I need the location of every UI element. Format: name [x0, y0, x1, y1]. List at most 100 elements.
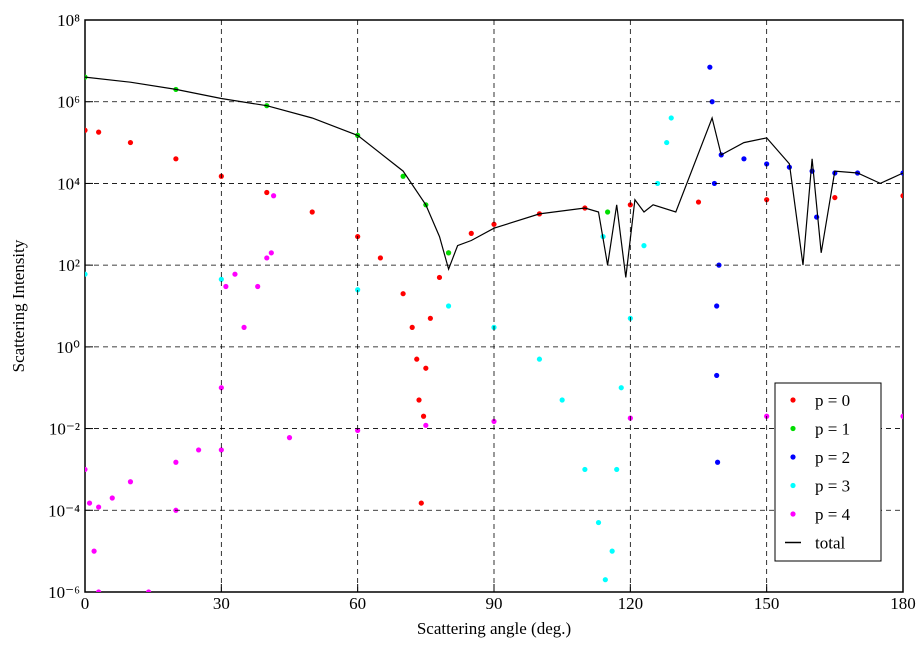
x-tick-label: 30 — [213, 594, 230, 613]
point — [709, 99, 715, 105]
point — [355, 427, 361, 434]
point — [468, 230, 474, 236]
legend-label: p = 2 — [815, 448, 850, 467]
legend-label: p = 3 — [815, 477, 850, 496]
y-tick-label: 10⁰ — [56, 338, 80, 357]
y-tick-label: 10⁴ — [57, 174, 80, 193]
point — [900, 413, 903, 419]
point — [609, 548, 615, 554]
y-tick-label: 10² — [58, 256, 80, 275]
point — [695, 199, 702, 205]
point — [400, 173, 406, 179]
x-tick-label: 180 — [890, 594, 916, 613]
point — [377, 255, 383, 261]
point — [655, 180, 661, 187]
point — [127, 139, 134, 146]
point — [707, 64, 713, 70]
point — [491, 221, 497, 227]
point — [241, 324, 247, 330]
point — [714, 303, 720, 309]
point — [741, 156, 747, 162]
point — [605, 209, 611, 215]
point — [436, 274, 443, 281]
legend-label: p = 4 — [815, 505, 851, 524]
point — [832, 194, 838, 201]
legend-box — [774, 382, 882, 562]
point — [96, 589, 102, 592]
point — [491, 418, 497, 424]
point — [714, 459, 721, 465]
legend-swatch — [790, 397, 796, 403]
point — [196, 447, 202, 453]
point — [595, 519, 602, 526]
point — [900, 193, 903, 199]
plot-area — [85, 64, 903, 592]
y-tick-label: 10⁶ — [57, 93, 80, 112]
point — [641, 243, 647, 249]
point — [445, 303, 452, 309]
point — [618, 385, 624, 391]
point — [146, 589, 152, 592]
y-tick-label: 10⁻⁴ — [48, 501, 80, 520]
x-tick-label: 150 — [754, 594, 780, 613]
legend-label: p = 0 — [815, 391, 850, 410]
point — [109, 495, 115, 501]
point — [418, 500, 424, 506]
point — [127, 479, 134, 485]
point — [614, 466, 620, 473]
y-axis-label: Scattering Intensity — [9, 239, 28, 372]
point — [416, 397, 422, 403]
point — [764, 197, 770, 203]
point — [268, 250, 274, 256]
point — [264, 189, 270, 196]
point — [255, 283, 261, 290]
legend-label: total — [815, 534, 845, 553]
point — [711, 180, 718, 187]
legend-swatch — [790, 511, 796, 517]
point — [423, 422, 429, 428]
legend-swatch — [790, 482, 796, 489]
point — [96, 129, 102, 135]
point — [309, 209, 315, 215]
total-line — [85, 76, 903, 278]
point — [270, 193, 277, 199]
point — [286, 435, 293, 441]
point — [559, 397, 565, 403]
x-tick-label: 60 — [349, 594, 366, 613]
point — [218, 447, 224, 453]
legend-swatch — [790, 454, 796, 460]
x-tick-label: 120 — [618, 594, 644, 613]
point — [764, 161, 770, 167]
point — [427, 315, 433, 321]
point — [85, 466, 88, 473]
legend-label: p = 1 — [815, 420, 850, 439]
point — [232, 271, 238, 277]
point — [664, 139, 670, 146]
x-tick-label: 0 — [81, 594, 90, 613]
point — [400, 291, 406, 297]
y-tick-label: 10⁻² — [49, 420, 80, 439]
point — [85, 271, 88, 277]
point — [355, 287, 361, 293]
point — [445, 250, 452, 256]
point — [173, 459, 179, 465]
point — [85, 127, 88, 133]
point — [218, 276, 224, 282]
point — [91, 548, 97, 554]
x-axis-label: Scattering angle (deg.) — [417, 619, 571, 638]
point — [900, 170, 903, 176]
legend-swatch — [790, 425, 796, 432]
point — [423, 365, 429, 371]
point — [173, 156, 179, 162]
point — [414, 356, 420, 362]
point — [86, 500, 93, 506]
point — [218, 385, 224, 391]
point — [96, 504, 102, 510]
point — [536, 356, 543, 362]
point — [420, 413, 427, 419]
y-tick-label: 10⁸ — [57, 11, 80, 30]
point — [582, 466, 588, 473]
point — [409, 324, 415, 330]
point — [223, 283, 229, 290]
